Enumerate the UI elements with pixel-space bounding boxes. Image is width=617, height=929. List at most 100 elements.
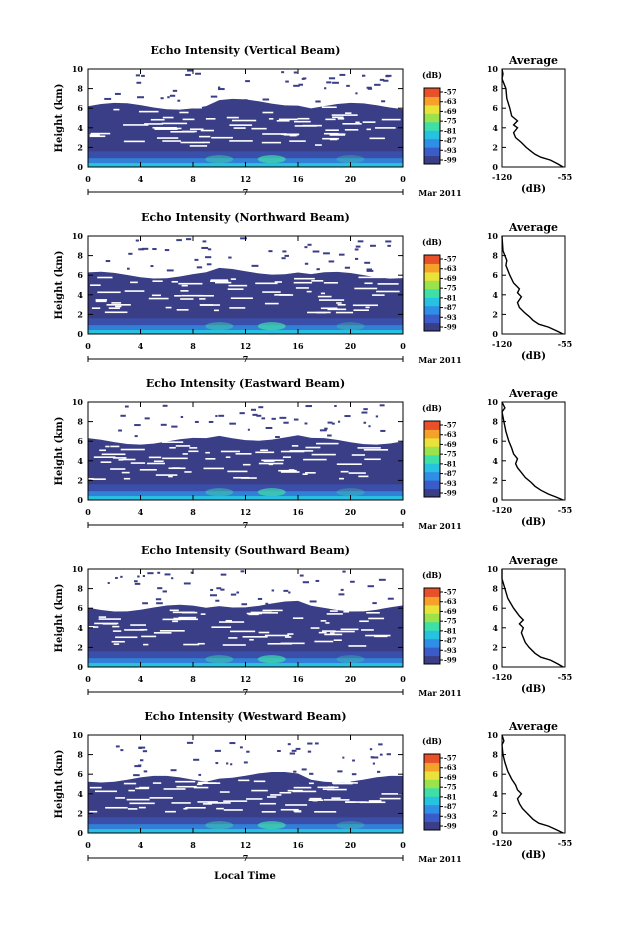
echo-region xyxy=(88,600,403,667)
echo-gap xyxy=(248,613,259,616)
echo-gap xyxy=(338,477,344,480)
echo-gap xyxy=(121,471,130,474)
avg-x-tick-label: -120 xyxy=(492,172,512,182)
y-tick-label: 10 xyxy=(72,564,84,574)
colorbar-tick-label: -99 xyxy=(444,323,457,332)
colorbar-swatch xyxy=(424,604,440,614)
colorbar-swatch xyxy=(424,121,440,131)
sparse-echo xyxy=(251,264,259,267)
colorbar-unit: (dB) xyxy=(422,237,442,247)
echo-gap xyxy=(279,791,292,794)
echo-gap xyxy=(282,456,291,458)
echo-gap xyxy=(274,294,291,296)
sparse-echo xyxy=(284,254,289,257)
convective-patch xyxy=(257,322,286,331)
echo-gap xyxy=(308,782,314,785)
sparse-echo xyxy=(252,413,258,416)
x-tick-label: 12 xyxy=(240,507,251,517)
y-tick-label: 0 xyxy=(77,828,83,838)
echo-gap xyxy=(358,475,369,478)
echo-gap xyxy=(255,282,278,285)
echo-region xyxy=(88,435,403,500)
average-frame xyxy=(501,568,566,668)
echo-gap xyxy=(227,288,244,290)
echo-gap xyxy=(126,798,150,801)
echo-gap xyxy=(285,804,308,806)
echo-gap xyxy=(138,110,159,113)
echo-gap xyxy=(205,451,210,454)
echo-gap xyxy=(162,457,188,460)
sparse-echo xyxy=(379,753,383,756)
sparse-echo xyxy=(354,248,359,251)
echo-gap xyxy=(226,116,239,119)
echo-gap xyxy=(358,276,384,279)
colorbar-tick-label: -57 xyxy=(444,255,457,264)
echo-gap xyxy=(251,127,267,130)
echo-gap xyxy=(362,121,376,123)
colorbar-swatch xyxy=(424,821,440,831)
echo-gap xyxy=(89,810,98,813)
colorbar-tick-label: -87 xyxy=(444,636,457,645)
echo-gap xyxy=(112,625,120,628)
sparse-echo xyxy=(309,772,314,775)
sparse-echo xyxy=(198,773,202,776)
colorbar-swatch xyxy=(424,104,440,114)
colorbar-frame xyxy=(423,753,441,831)
echo-gap xyxy=(316,442,339,445)
sparse-echo xyxy=(228,256,232,259)
echo-gap xyxy=(152,126,177,129)
echo-gap xyxy=(97,276,113,279)
colorbar-tick-label: -63 xyxy=(444,97,457,106)
echo-gap xyxy=(325,129,339,132)
convective-patch xyxy=(257,655,286,664)
x-tick-label: 0 xyxy=(400,174,406,184)
echo-gap xyxy=(148,456,162,459)
echo-gap xyxy=(168,475,173,478)
echo-gap xyxy=(188,450,199,453)
echo-gap xyxy=(329,610,338,612)
echo-gap xyxy=(89,626,99,628)
convective-patch xyxy=(257,155,286,164)
colorbar-swatch xyxy=(424,770,440,780)
echo-gap xyxy=(223,800,248,802)
sparse-echo xyxy=(229,422,236,425)
sparse-echo xyxy=(160,97,164,100)
echo-gap xyxy=(165,306,172,309)
echo-gap xyxy=(229,124,253,126)
echo-gap xyxy=(289,140,306,142)
sparse-echo xyxy=(370,756,375,759)
sparse-echo xyxy=(141,247,149,250)
echo-gap xyxy=(200,129,214,132)
sparse-echo xyxy=(293,418,299,421)
y-axis-label: Height (km) xyxy=(54,750,65,819)
echo-gap xyxy=(250,611,272,614)
sparse-echo xyxy=(307,750,312,753)
echo-gap xyxy=(197,294,214,297)
sparse-echo xyxy=(171,577,174,580)
echo-gap xyxy=(112,630,122,632)
panel-title: Echo Intensity (Northward Beam) xyxy=(141,211,350,224)
echo-gap xyxy=(124,290,145,292)
convective-patch xyxy=(336,821,365,830)
sparse-echo xyxy=(187,69,193,72)
y-tick-label: 6 xyxy=(77,603,83,613)
sparse-echo xyxy=(115,576,118,579)
colorbar-tick-label: -93 xyxy=(444,812,457,821)
sparse-echo xyxy=(137,96,145,99)
echo-gap xyxy=(320,620,327,622)
colorbar-tick-label: -81 xyxy=(444,126,457,135)
avg-x-tick-label: -55 xyxy=(558,172,572,182)
echo-gap xyxy=(270,794,282,796)
echo-gap xyxy=(150,118,165,121)
echo-gap xyxy=(199,304,214,306)
sparse-echo xyxy=(376,770,381,773)
average-title: Average xyxy=(508,221,558,234)
colorbar-swatch xyxy=(424,155,440,165)
sparse-echo xyxy=(364,261,371,264)
sparse-echo xyxy=(215,599,220,602)
echo-gap xyxy=(139,786,150,789)
avg-y-tick-label: 6 xyxy=(492,103,498,113)
echo-gap xyxy=(274,281,282,283)
echo-gap xyxy=(129,802,155,805)
y-tick-label: 6 xyxy=(77,436,83,446)
